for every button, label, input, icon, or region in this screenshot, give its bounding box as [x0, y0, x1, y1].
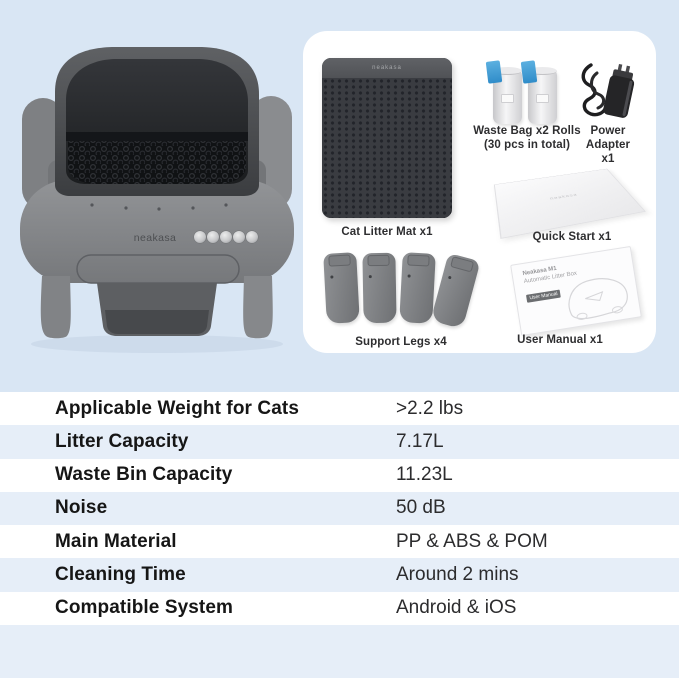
quick-start-label: Quick Start x1 [532, 231, 612, 243]
spec-row-litter-capacity: Litter Capacity 7.17L [0, 425, 679, 459]
spec-label: Applicable Weight for Cats [55, 397, 299, 419]
cat-litter-mat-image: neakasa [322, 58, 452, 218]
spec-value: >2.2 lbs [396, 397, 464, 419]
power-adapter-label-line2: x1 [601, 152, 615, 165]
roll-sticker [501, 94, 514, 103]
leg-dot [368, 275, 372, 279]
spec-value: 7.17L [396, 430, 444, 452]
leg-dot [447, 275, 452, 280]
spec-row-material: Main Material PP & ABS & POM [0, 525, 679, 559]
screw-dots [90, 203, 228, 211]
waste-bag-roll-image [485, 60, 522, 124]
mat-honeycomb-texture [322, 78, 452, 218]
waste-bag-label-line1: Waste Bag x2 Rolls [473, 125, 581, 137]
interior-shelf [66, 132, 248, 141]
spec-value: PP & ABS & POM [396, 530, 548, 552]
roll-tape [485, 60, 503, 84]
mat-brand-text: neakasa [322, 58, 452, 78]
front-left-leg [40, 276, 71, 339]
leg-dot [407, 274, 411, 278]
machine-brand-text: neakasa [134, 232, 177, 244]
manual-cover-sketch [568, 278, 628, 320]
floor-shadow [31, 335, 283, 353]
support-legs-image [323, 252, 481, 330]
power-adapter-label: Power Adapter x1 [567, 125, 649, 166]
spec-value: Around 2 mins [396, 564, 519, 586]
roll-sticker [536, 94, 549, 103]
waste-bag-label: Waste Bag x2 Rolls (30 pcs in total) [467, 125, 587, 153]
litter-box-product-image: neakasa [20, 47, 294, 353]
leg-cap [407, 254, 430, 267]
user-manual-image: Neakasa M1 Automatic Litter Box User Man… [510, 245, 642, 337]
spec-label: Waste Bin Capacity [55, 464, 233, 486]
hero-section: neakasa neakasa Cat Litter Ma [0, 0, 679, 392]
power-adapter-image [581, 63, 635, 118]
roll-cap [528, 67, 557, 75]
power-adapter-label-line1: Power Adapter [585, 125, 631, 151]
support-leg [362, 252, 397, 324]
waste-tray-front [105, 310, 209, 334]
leg-cap [328, 254, 351, 267]
support-leg [430, 252, 481, 330]
cat-litter-mat-label: Cat Litter Mat x1 [341, 226, 433, 238]
accessories-panel: neakasa Cat Litter Mat x1 Waste Bag x2 R… [303, 31, 656, 353]
spec-row-compatible-system: Compatible System Android & iOS [0, 591, 679, 625]
spec-table: Applicable Weight for Cats >2.2 lbs Litt… [0, 392, 679, 625]
spec-row-weight: Applicable Weight for Cats >2.2 lbs [0, 392, 679, 426]
quick-start-brand-text: neakasa [549, 193, 579, 201]
bottom-background [0, 625, 679, 678]
spec-value: Android & iOS [396, 597, 517, 619]
spec-row-waste-bin-capacity: Waste Bin Capacity 11.23L [0, 458, 679, 492]
spec-label: Main Material [55, 530, 177, 552]
waste-bag-label-line2: (30 pcs in total) [483, 138, 571, 151]
leg-cap [450, 256, 475, 273]
waste-bag-roll-image [520, 60, 557, 124]
leg-cap [367, 254, 390, 267]
adapter-cable [581, 63, 607, 117]
adapter-body [603, 63, 635, 118]
roll-tape [520, 60, 538, 84]
support-legs-label: Support Legs x4 [355, 336, 447, 348]
litter-sieve-pattern [68, 141, 246, 184]
manual-badge-text: User Manual [525, 289, 562, 303]
spec-value: 50 dB [396, 497, 446, 519]
spec-row-noise: Noise 50 dB [0, 491, 679, 526]
spec-label: Noise [55, 497, 108, 519]
spec-row-cleaning-time: Cleaning Time Around 2 mins [0, 558, 679, 592]
spec-value: 11.23L [396, 464, 453, 486]
adapter-cable-loop [590, 71, 606, 110]
roll-cap [493, 67, 522, 75]
spec-label: Cleaning Time [55, 564, 186, 586]
spec-label: Litter Capacity [55, 430, 189, 452]
front-right-leg [243, 276, 273, 339]
spec-label: Compatible System [55, 597, 234, 619]
quick-start-image: neakasa [493, 168, 646, 239]
support-leg [399, 252, 436, 324]
indicator-lights [193, 230, 259, 244]
support-leg [323, 252, 360, 324]
leg-dot [330, 275, 334, 279]
user-manual-label: User Manual x1 [517, 334, 603, 346]
